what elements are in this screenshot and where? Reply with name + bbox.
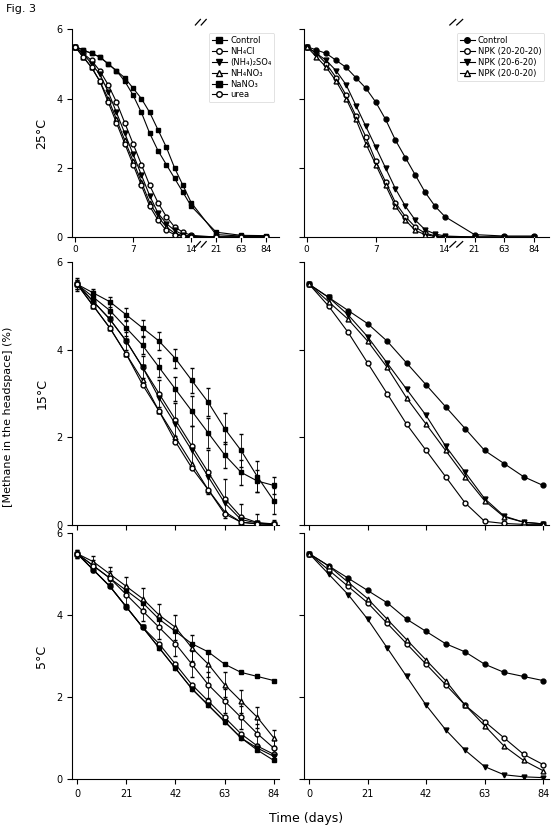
Text: Time (days): Time (days) (269, 811, 344, 825)
Legend: Control, NPK (20-20-20), NPK (20-6-20), NPK (20-0-20): Control, NPK (20-20-20), NPK (20-6-20), … (457, 33, 545, 81)
Text: 15°C: 15°C (35, 378, 48, 409)
Text: [Methane in the headspace] (%): [Methane in the headspace] (%) (3, 327, 13, 506)
Text: 25°C: 25°C (35, 117, 48, 149)
Text: Fig. 3: Fig. 3 (6, 4, 36, 14)
Legend: Control, NH₄Cl, (NH₄)₂SO₄, NH₄NO₃, NaNO₃, urea: Control, NH₄Cl, (NH₄)₂SO₄, NH₄NO₃, NaNO₃… (209, 33, 275, 102)
Text: 5°C: 5°C (35, 645, 48, 667)
